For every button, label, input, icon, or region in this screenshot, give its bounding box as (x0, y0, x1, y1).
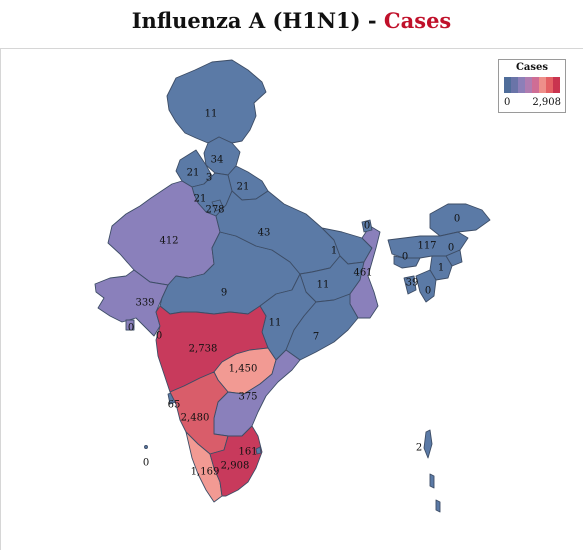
region-value-label: 117 (417, 241, 436, 252)
region-value-label: 0 (143, 458, 149, 469)
region-meghalaya[interactable] (393, 255, 421, 269)
region-value-label: 1 (331, 246, 337, 257)
region-value-label: 2,738 (189, 344, 218, 355)
region-value-label: 412 (159, 236, 178, 247)
region-value-label: 34 (211, 155, 224, 166)
title-main: Influenza A (H1N1) - (131, 8, 384, 33)
region-value-label: 375 (238, 392, 257, 403)
region-maharashtra[interactable] (155, 305, 269, 393)
region-daman-diu[interactable] (125, 319, 135, 331)
region-value-label: 161 (238, 447, 257, 458)
region-value-label: 21 (187, 168, 200, 179)
region-value-label: 11 (317, 280, 330, 291)
region-value-label: 21 (194, 194, 207, 205)
region-value-label: 11 (269, 318, 282, 329)
region-value-label: 1,169 (191, 467, 220, 478)
legend-swatch (518, 77, 526, 93)
region-value-label: 0 (156, 331, 162, 342)
region-value-label: 3 (206, 173, 212, 184)
region-value-label: 0 (454, 214, 460, 225)
region-odisha[interactable] (285, 293, 359, 361)
region-mizoram[interactable] (415, 269, 437, 303)
region-value-label: 0 (364, 221, 370, 232)
region-lakshadweep[interactable] (144, 445, 148, 449)
region-tamil-nadu[interactable] (209, 425, 263, 497)
region-value-label: 278 (205, 205, 224, 216)
region-value-label: 1 (438, 263, 444, 274)
region-gujarat[interactable] (94, 269, 169, 337)
region-value-label: 2,480 (181, 413, 210, 424)
legend-swatch (532, 77, 540, 93)
region-value-label: 21 (237, 182, 250, 193)
region-value-label: 0 (448, 243, 454, 254)
region-west-bengal[interactable] (349, 225, 381, 319)
legend-swatch (511, 77, 519, 93)
region-delhi[interactable] (211, 199, 224, 212)
region-value-label: 11 (205, 109, 218, 120)
region-value-label: 2,908 (221, 461, 250, 472)
region-value-label: 7 (313, 332, 319, 343)
legend-color-bar (504, 77, 560, 93)
region-value-label: 2 (416, 443, 422, 454)
region-value-label: 339 (135, 298, 154, 309)
region-sikkim[interactable] (361, 219, 373, 233)
region-value-label: 9 (221, 288, 227, 299)
region-value-label: 0 (425, 286, 431, 297)
region-andaman-nicobar[interactable] (423, 429, 433, 459)
region-value-label: 0 (402, 252, 408, 263)
legend: Cases 0 2,908 (498, 59, 566, 113)
region-value-label: 39 (406, 278, 419, 289)
region-jammu-kashmir[interactable] (166, 59, 267, 144)
legend-swatch (553, 77, 560, 93)
map-title: Influenza A (H1N1) - Cases (0, 8, 583, 33)
legend-title: Cases (515, 62, 549, 73)
region-value-label: 461 (353, 268, 372, 279)
region-value-label: 65 (168, 400, 181, 411)
legend-max-label: 2,908 (532, 97, 561, 108)
legend-swatch (504, 77, 512, 93)
region-value-label: 0 (128, 323, 134, 334)
map-frame (0, 48, 583, 550)
region-karnataka[interactable] (169, 371, 229, 455)
legend-min-label: 0 (504, 97, 511, 108)
region-value-label: 43 (258, 228, 271, 239)
title-accent: Cases (383, 8, 452, 33)
region-andaman-nicobar-south[interactable] (429, 473, 441, 513)
legend-swatch (525, 77, 533, 93)
region-tripura[interactable] (403, 275, 417, 295)
legend-swatch (539, 77, 547, 93)
region-arunachal-pradesh[interactable] (429, 203, 491, 237)
region-value-label: 1,450 (229, 364, 258, 375)
legend-swatch (546, 77, 554, 93)
region-puducherry[interactable] (255, 446, 262, 455)
